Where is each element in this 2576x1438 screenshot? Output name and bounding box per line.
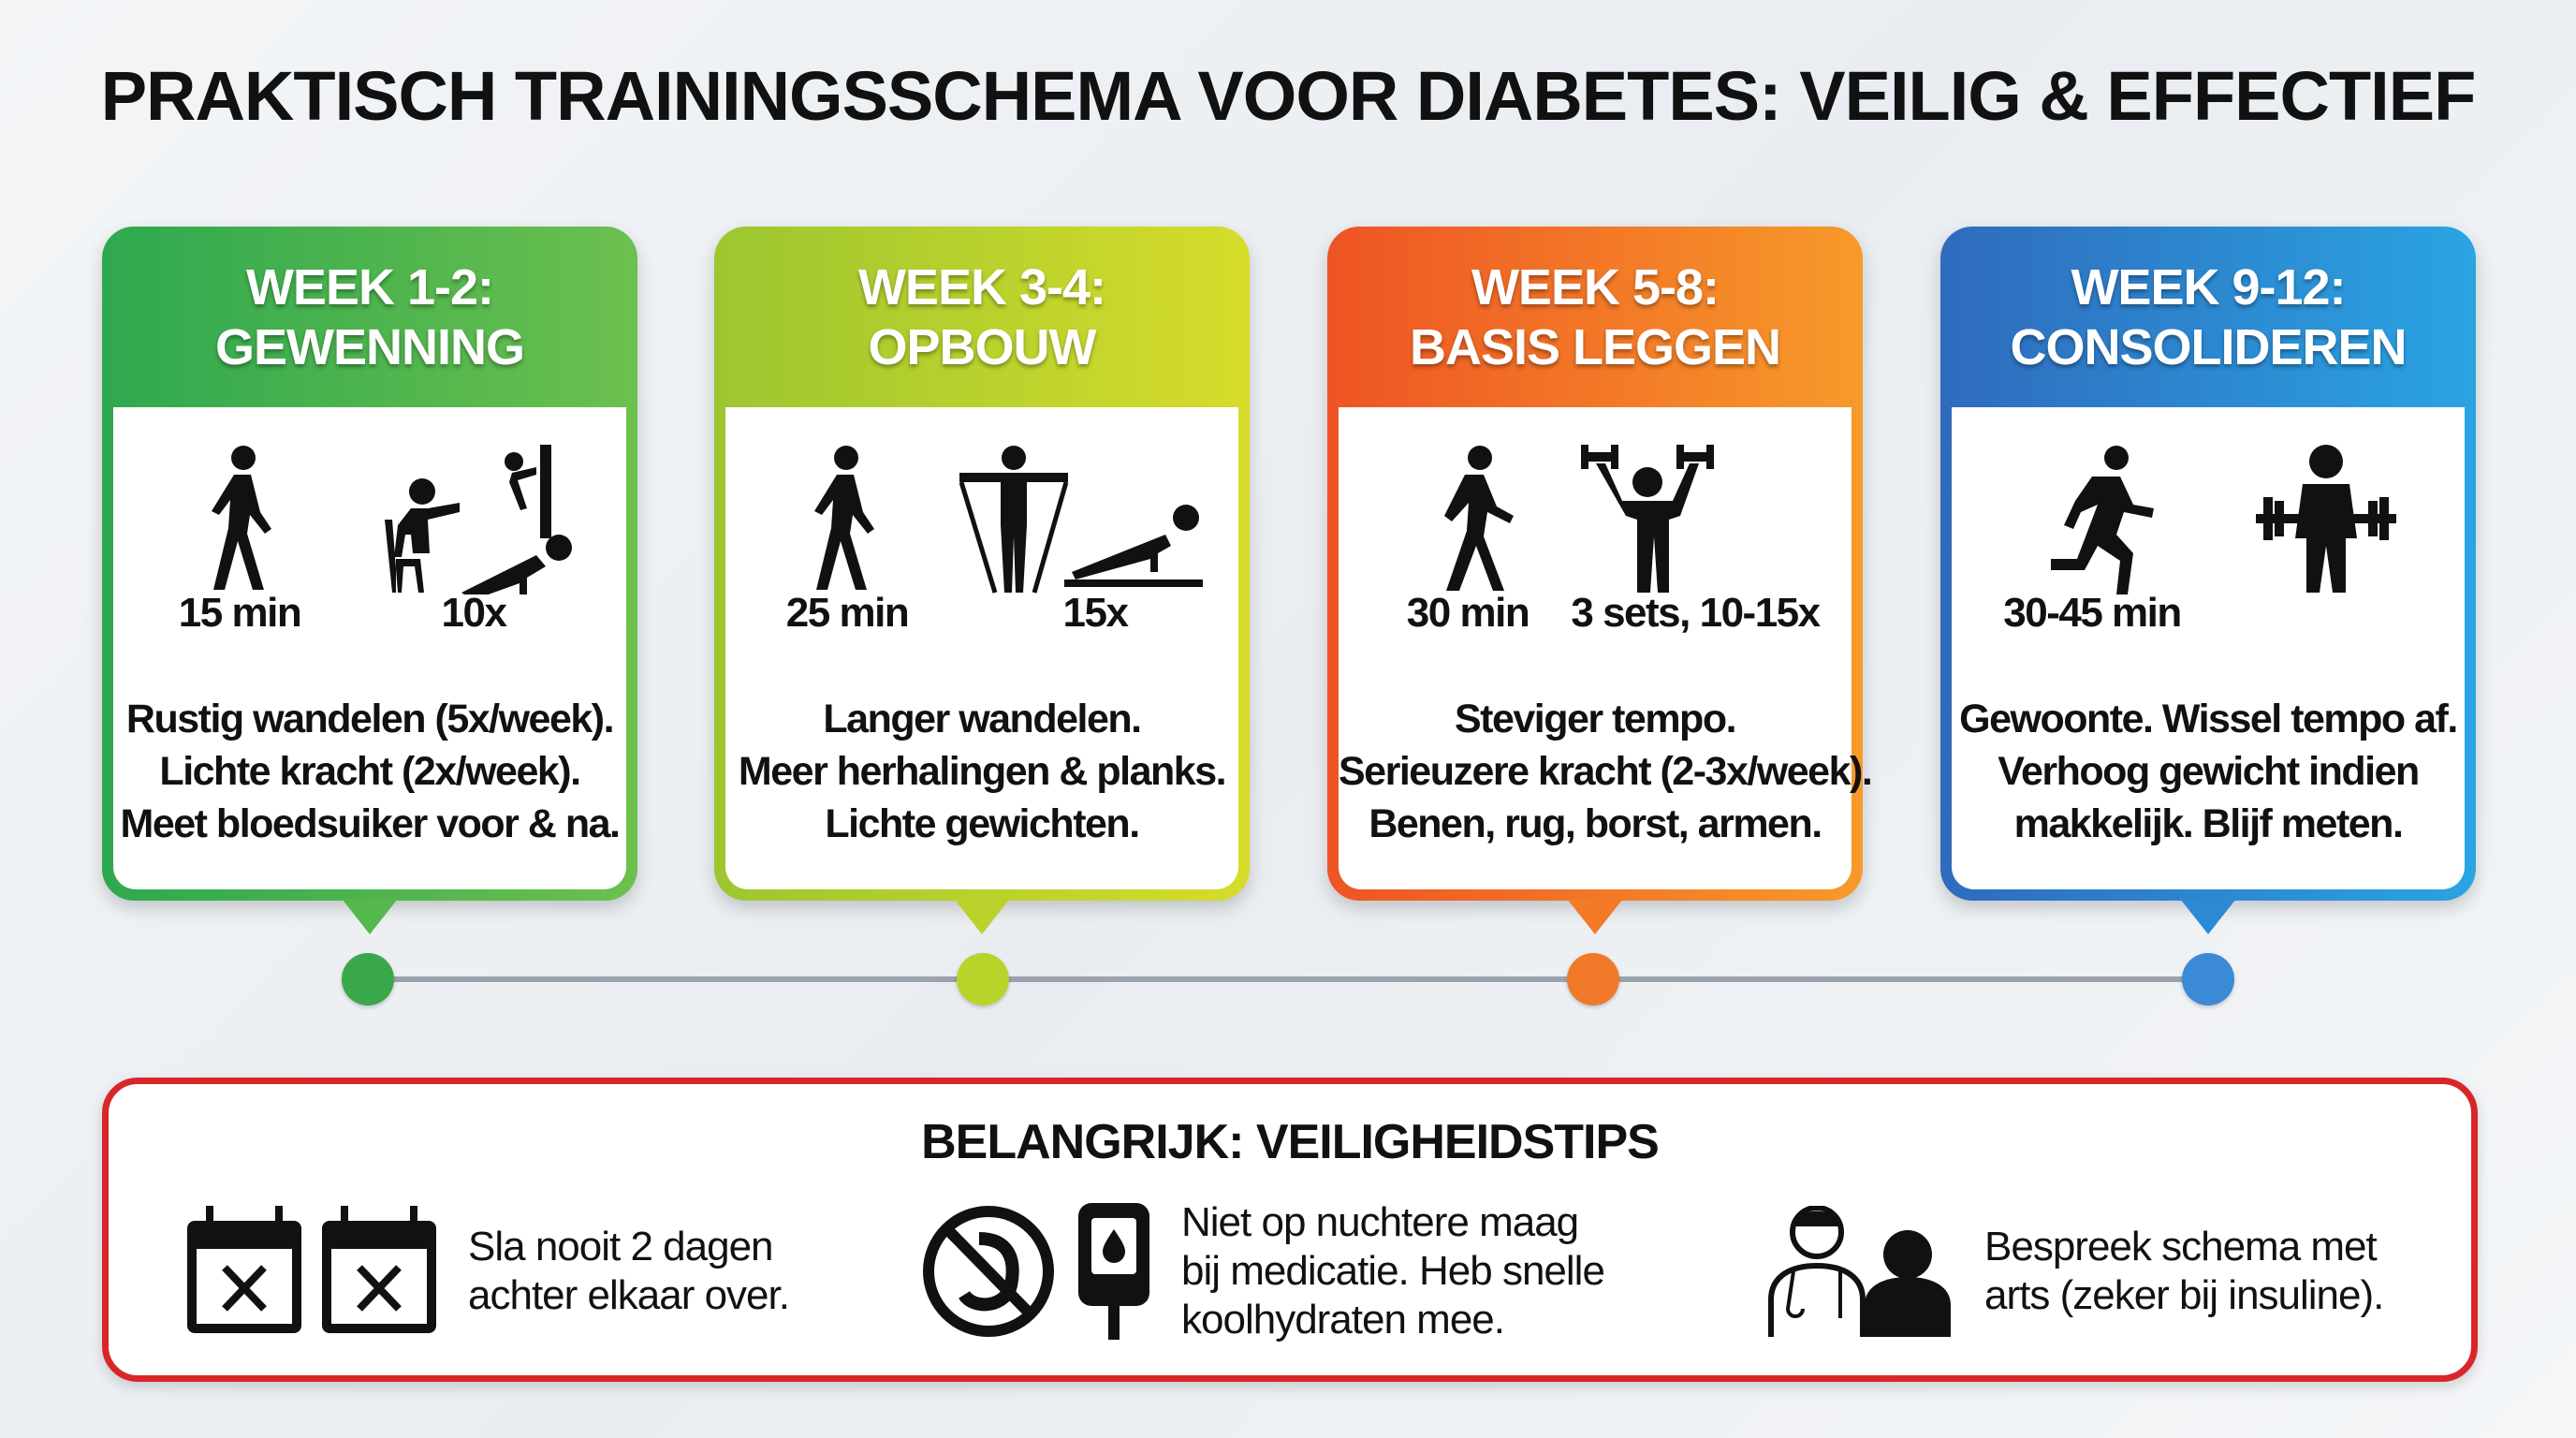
strength-reps: 10x bbox=[441, 590, 507, 636]
tip-line: Bespreek schema met bbox=[1984, 1224, 2378, 1269]
description-line: Gewoonte. Wissel tempo af. bbox=[1959, 697, 2458, 741]
timeline-dot-week-3-4 bbox=[957, 953, 1009, 1005]
brisk-walking-icon bbox=[1444, 446, 1514, 591]
phase-name: BASIS LEGGEN bbox=[1409, 318, 1781, 375]
phase-header: WEEK 5-8: BASIS LEGGEN bbox=[1327, 227, 1863, 407]
timeline-line bbox=[368, 976, 2208, 982]
timeline-dot-week-5-8 bbox=[1567, 953, 1619, 1005]
strength-sets: 3 sets, 10-15x bbox=[1571, 590, 1821, 636]
description-line: Meer herhalingen & planks. bbox=[738, 749, 1227, 794]
phase-description: Gewoonte. Wissel tempo af. Verhoog gewic… bbox=[1952, 693, 2465, 850]
tip-line: arts (zeker bij insuline). bbox=[1984, 1272, 2384, 1318]
barbell-lift-icon bbox=[2256, 445, 2396, 593]
walking-person-icon bbox=[212, 446, 271, 590]
tip-line: bij medicatie. Heb snelle bbox=[1181, 1248, 1605, 1294]
phase-name: GEWENNING bbox=[214, 318, 525, 375]
tip-line: achter elkaar over. bbox=[468, 1272, 790, 1318]
phase-weeks: WEEK 9-12: bbox=[2071, 258, 2346, 315]
card-pointer bbox=[342, 899, 398, 934]
walk-duration: 15 min bbox=[178, 590, 302, 636]
timeline-dot-week-1-2 bbox=[342, 953, 394, 1005]
tip-line: koolhydraten mee. bbox=[1181, 1297, 1505, 1343]
description-line: Verhoog gewicht indien bbox=[1998, 749, 2420, 794]
card-pointer bbox=[954, 899, 1010, 934]
description-line: Steviger tempo. bbox=[1454, 697, 1737, 741]
card-pointer bbox=[2180, 899, 2236, 934]
phase-weeks: WEEK 1-2: bbox=[245, 258, 494, 315]
calendar-x-icon bbox=[187, 1206, 436, 1333]
phase-weeks: WEEK 3-4: bbox=[857, 258, 1106, 315]
phase-description: Rustig wandelen (5x/week). Lichte kracht… bbox=[113, 693, 626, 850]
description-line: Langer wandelen. bbox=[823, 697, 1142, 741]
walk-duration: 25 min bbox=[785, 590, 910, 636]
run-duration: 30-45 min bbox=[2003, 590, 2182, 636]
phase-card-week-1-2: WEEK 1-2: GEWENNING 15 min 10x Rustig wa… bbox=[102, 227, 637, 934]
page-title: PRAKTISCH TRAININGSSCHEMA VOOR DIABETES:… bbox=[100, 57, 2477, 135]
timeline-dot-week-9-12 bbox=[2182, 953, 2234, 1005]
card-pointer bbox=[1567, 899, 1623, 934]
glucose-meter-icon bbox=[1078, 1203, 1149, 1340]
phase-card-week-5-8: WEEK 5-8: BASIS LEGGEN 30 min 3 sets, 10… bbox=[1327, 227, 1873, 934]
description-line: makkelijk. Blijf meten. bbox=[2013, 801, 2404, 846]
phase-card-week-9-12: WEEK 9-12: CONSOLIDEREN 30-45 min Gewoon… bbox=[1940, 227, 2476, 934]
no-empty-stomach-icon bbox=[923, 1203, 1149, 1340]
phase-header: WEEK 9-12: CONSOLIDEREN bbox=[1940, 227, 2476, 407]
strength-reps: 15x bbox=[1062, 590, 1129, 636]
phase-name: CONSOLIDEREN bbox=[2010, 318, 2407, 375]
description-line: Lichte kracht (2x/week). bbox=[159, 749, 581, 794]
phase-description: Langer wandelen. Meer herhalingen & plan… bbox=[725, 693, 1238, 850]
description-line: Rustig wandelen (5x/week). bbox=[125, 697, 615, 741]
tip-line: Sla nooit 2 dagen bbox=[468, 1224, 774, 1269]
phase-body: 15 min 10x Rustig wandelen (5x/week). Li… bbox=[113, 407, 626, 889]
phase-body: 30-45 min Gewoonte. Wissel tempo af. Ver… bbox=[1952, 407, 2465, 889]
tip-line: Niet op nuchtere maag bbox=[1181, 1199, 1579, 1245]
phase-header: WEEK 3-4: OPBOUW bbox=[714, 227, 1250, 407]
phase-body: 30 min 3 sets, 10-15x Steviger tempo. Se… bbox=[1339, 407, 1873, 889]
walk-duration: 30 min bbox=[1406, 590, 1530, 636]
safety-tip-fasting: Niet op nuchtere maag bij medicatie. Heb… bbox=[923, 1198, 1605, 1344]
description-line: Meet bloedsuiker voor & na. bbox=[120, 801, 621, 846]
safety-title: BELANGRIJK: VEILIGHEIDSTIPS bbox=[921, 1115, 1660, 1169]
description-line: Serieuzere kracht (2-3x/week). bbox=[1339, 749, 1873, 794]
resistance-band-plank-icon bbox=[959, 446, 1203, 594]
phase-name: OPBOUW bbox=[868, 318, 1097, 375]
walking-person-icon bbox=[814, 446, 874, 590]
tip-text: Sla nooit 2 dagen achter elkaar over. bbox=[468, 1223, 790, 1320]
phase-description: Steviger tempo. Serieuzere kracht (2-3x/… bbox=[1339, 693, 1873, 850]
phase-header: WEEK 1-2: GEWENNING bbox=[102, 227, 637, 407]
running-person-icon bbox=[2051, 446, 2154, 594]
tip-text: Niet op nuchtere maag bij medicatie. Heb… bbox=[1181, 1198, 1605, 1344]
doctor-patient-icon bbox=[1768, 1206, 1951, 1337]
safety-tips-panel: BELANGRIJK: VEILIGHEIDSTIPS Sla nooit 2 … bbox=[102, 1078, 2478, 1382]
phase-card-week-3-4: WEEK 3-4: OPBOUW 25 min 15x Langer wande… bbox=[714, 227, 1250, 934]
phase-weeks: WEEK 5-8: bbox=[1471, 258, 1720, 315]
safety-tip-consult-doctor: Bespreek schema met arts (zeker bij insu… bbox=[1765, 1206, 2384, 1337]
tip-text: Bespreek schema met arts (zeker bij insu… bbox=[1984, 1223, 2384, 1320]
phase-body: 25 min 15x Langer wandelen. Meer herhali… bbox=[725, 407, 1238, 889]
safety-tip-no-skip: Sla nooit 2 dagen achter elkaar over. bbox=[183, 1206, 790, 1337]
description-line: Lichte gewichten. bbox=[825, 801, 1140, 846]
description-line: Benen, rug, borst, armen. bbox=[1368, 801, 1822, 846]
dumbbell-press-icon bbox=[1581, 445, 1714, 593]
chair-squat-wall-pushup-icon bbox=[385, 445, 572, 594]
